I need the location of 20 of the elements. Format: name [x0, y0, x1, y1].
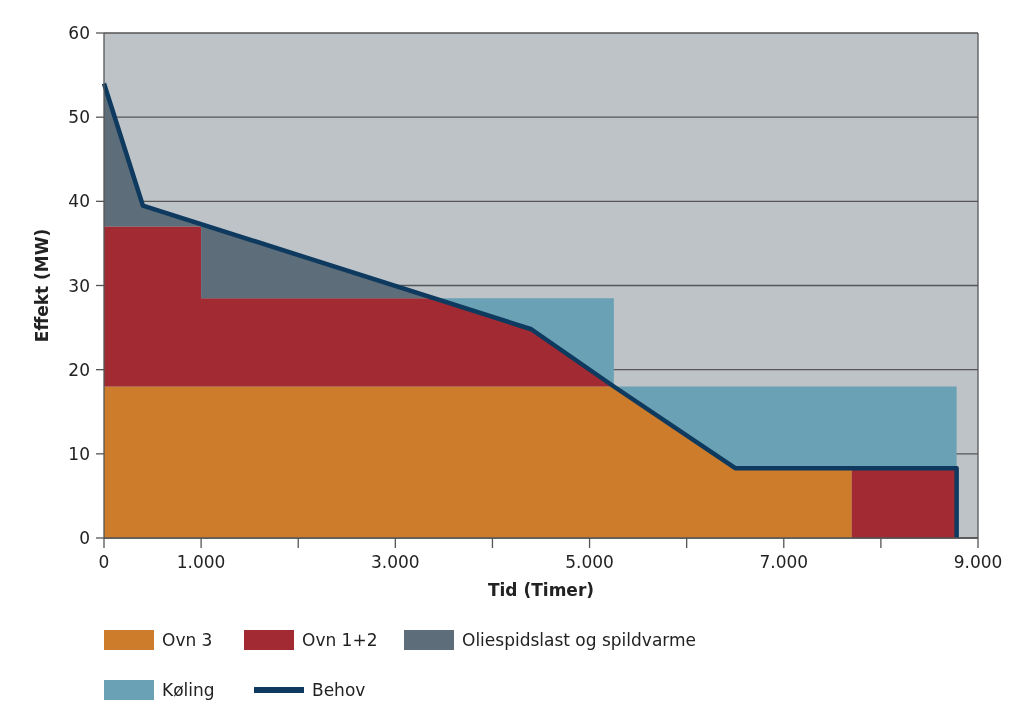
y-tick-label: 10 [68, 443, 90, 464]
x-tick-label: 9.000 [953, 552, 1003, 572]
x-tick-label: 7.000 [759, 552, 809, 572]
y-axis-title: Effekt (MW) [32, 228, 52, 343]
y-tick-label: 40 [68, 191, 90, 212]
y-tick-label: 0 [79, 528, 90, 548]
y-tick-label: 30 [68, 275, 90, 296]
y-tick-label: 60 [68, 23, 90, 43]
y-tick-label: 20 [68, 359, 90, 380]
y-tick-label: 50 [68, 107, 90, 128]
legend-label: Oliespidslast og spildvarme [462, 630, 697, 650]
x-tick-label: 3.000 [371, 552, 420, 572]
x-tick-label: 0 [98, 552, 110, 572]
legend-label: Køling [162, 680, 215, 700]
legend-label: Behov [312, 680, 366, 700]
x-tick-label: 1.000 [176, 552, 226, 572]
legend-label: Ovn 1+2 [302, 630, 378, 650]
x-axis-title: Tid (Timer) [487, 580, 595, 600]
legend-label: Ovn 3 [162, 630, 213, 650]
x-tick-label: 5.000 [565, 552, 614, 572]
